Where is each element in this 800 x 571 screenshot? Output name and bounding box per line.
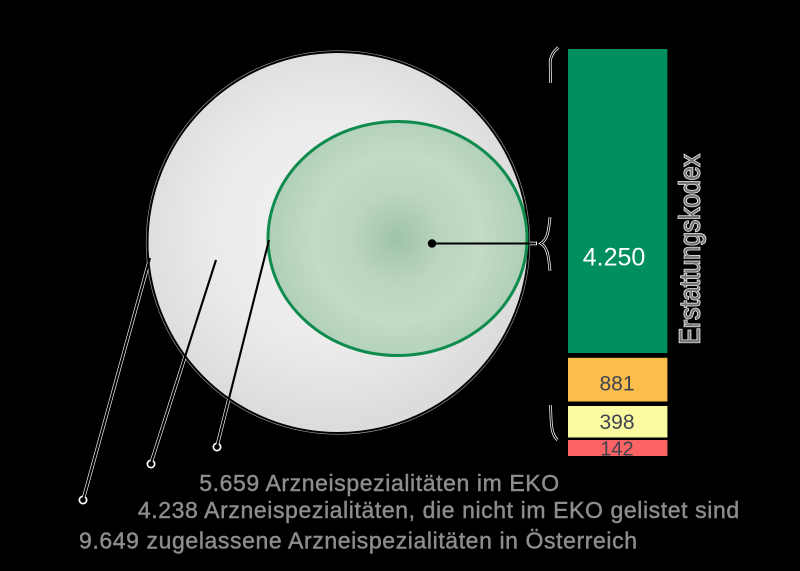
svg-text:881: 881	[599, 372, 634, 395]
svg-text:9.649 zugelassene Arzneispezia: 9.649 zugelassene Arzneispezialitäten in…	[79, 528, 638, 554]
svg-text:4.250: 4.250	[583, 243, 646, 271]
svg-text:4.238 Arzneispezialitäten, die: 4.238 Arzneispezialitäten, die nicht im …	[138, 497, 740, 523]
svg-text:398: 398	[599, 411, 634, 434]
svg-text:Erstattungskodex: Erstattungskodex	[674, 154, 706, 345]
svg-text:5.659 Arzneispezialitäten im E: 5.659 Arzneispezialitäten im EKO	[199, 470, 560, 496]
svg-text:142: 142	[600, 439, 633, 461]
